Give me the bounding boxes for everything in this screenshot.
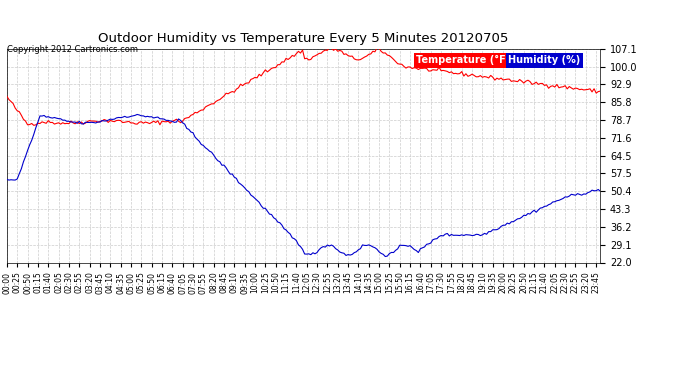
Text: Humidity (%): Humidity (%) [509, 55, 580, 65]
Text: Copyright 2012 Cartronics.com: Copyright 2012 Cartronics.com [7, 45, 138, 54]
Title: Outdoor Humidity vs Temperature Every 5 Minutes 20120705: Outdoor Humidity vs Temperature Every 5 … [99, 32, 509, 45]
Text: Temperature (°F): Temperature (°F) [416, 55, 511, 65]
